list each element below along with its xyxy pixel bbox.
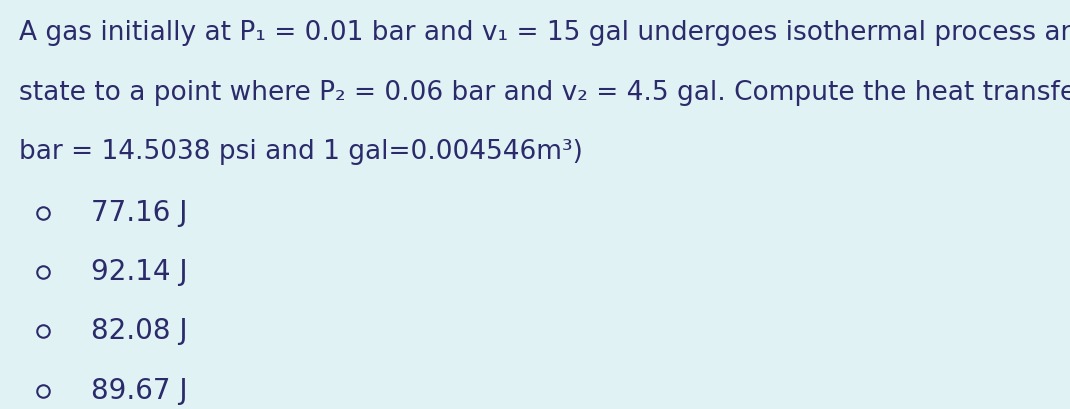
Text: A gas initially at P₁ = 0.01 bar and v₁ = 15 gal undergoes isothermal process an: A gas initially at P₁ = 0.01 bar and v₁ …	[19, 20, 1070, 47]
Text: 89.67 J: 89.67 J	[91, 377, 187, 405]
Text: 92.14 J: 92.14 J	[91, 258, 187, 286]
Text: bar = 14.5038 psi and 1 gal=0.004546m³): bar = 14.5038 psi and 1 gal=0.004546m³)	[19, 139, 583, 165]
Text: state to a point where P₂ = 0.06 bar and v₂ = 4.5 gal. Compute the heat transfer: state to a point where P₂ = 0.06 bar and…	[19, 80, 1070, 106]
Text: 77.16 J: 77.16 J	[91, 199, 187, 227]
Text: 82.08 J: 82.08 J	[91, 317, 187, 345]
